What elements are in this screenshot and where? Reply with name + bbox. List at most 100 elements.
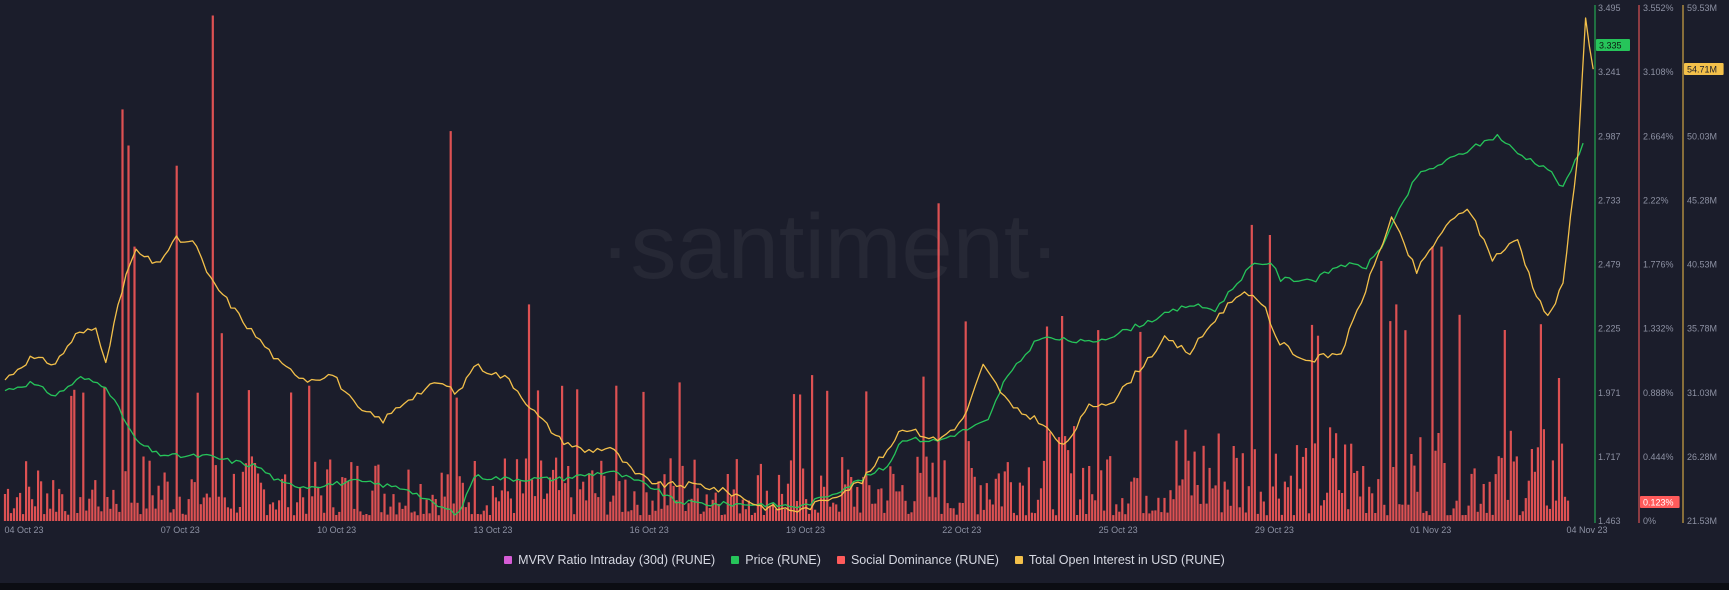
social-dominance-bar	[1443, 463, 1446, 521]
social-dominance-bar	[1473, 468, 1476, 521]
social-dominance-bar	[1163, 497, 1166, 521]
social-dominance-bar	[1428, 515, 1431, 521]
social-dominance-bar	[497, 501, 500, 521]
social-dominance-bar	[877, 489, 880, 521]
social-dominance-bar	[1064, 436, 1067, 521]
social-dominance-bar	[1286, 487, 1289, 521]
social-dominance-bar	[1003, 471, 1006, 521]
legend-item-open-interest[interactable]: Total Open Interest in USD (RUNE)	[1014, 553, 1225, 567]
social-dominance-bar	[67, 514, 70, 521]
social-dominance-bar	[43, 514, 46, 521]
social-dominance-bar	[281, 478, 284, 521]
axis-tick-label-open_interest: 26.28M	[1687, 452, 1717, 462]
social-dominance-bar	[199, 504, 202, 521]
legend-item-mvrv[interactable]: MVRV Ratio Intraday (30d) (RUNE)	[504, 553, 715, 567]
social-dominance-bar	[1527, 480, 1530, 521]
social-dominance-bar	[1256, 513, 1259, 521]
social-dominance-bar	[259, 482, 263, 521]
social-dominance-bar	[1440, 246, 1443, 521]
axis-tick-label-social_dominance: 0%	[1643, 516, 1656, 526]
social-dominance-bar	[609, 501, 612, 521]
social-dominance-bar	[660, 508, 663, 521]
social-dominance-bar	[160, 499, 163, 521]
social-dominance-bar	[895, 491, 898, 521]
social-dominance-bar	[1235, 457, 1238, 521]
social-dominance-bar	[1166, 512, 1169, 521]
social-dominance-bar	[892, 473, 895, 521]
x-tick-label: 04 Nov 23	[1566, 525, 1607, 535]
social-dominance-bar	[220, 333, 223, 521]
social-dominance-bar	[1039, 488, 1043, 521]
social-dominance-bar	[1175, 440, 1178, 521]
social-dominance-bar	[1425, 511, 1428, 521]
social-dominance-bar	[1208, 467, 1211, 521]
social-dominance-bar	[1422, 512, 1425, 521]
social-dominance-bar	[1024, 515, 1027, 521]
social-dominance-bar	[1190, 495, 1193, 521]
social-dominance-bar	[1356, 470, 1359, 521]
social-dominance-bar	[940, 513, 943, 521]
social-dominance-bar	[1307, 513, 1311, 521]
social-dominance-bar	[422, 513, 425, 521]
social-dominance-bar	[22, 514, 25, 521]
social-dominance-bar	[603, 475, 606, 521]
social-dominance-bar	[464, 507, 467, 521]
social-dominance-bar	[717, 503, 720, 521]
social-dominance-bar	[687, 503, 690, 521]
social-dominance-bar	[639, 515, 642, 521]
axis-tick-label-price: 2.479	[1598, 260, 1621, 270]
social-dominance-bar	[756, 475, 759, 521]
social-dominance-bar	[1229, 505, 1232, 521]
social-dominance-bar	[1509, 430, 1512, 521]
social-dominance-bar	[1070, 473, 1073, 521]
social-dominance-bar	[1482, 484, 1485, 521]
open-interest-line	[4, 17, 1594, 513]
social-dominance-bar	[15, 497, 19, 521]
social-dominance-bar	[359, 511, 362, 521]
social-dominance-bar	[172, 509, 175, 521]
social-dominance-bar	[389, 506, 392, 521]
social-dominance-bar	[1226, 489, 1229, 521]
social-dominance-bar	[621, 511, 624, 521]
social-dominance-bar	[332, 507, 335, 521]
social-dominance-bar	[455, 397, 458, 521]
social-dominance-bar	[1341, 493, 1344, 521]
social-dominance-bar	[1265, 515, 1268, 521]
social-dominance-bar	[1187, 460, 1190, 521]
social-dominance-bar	[883, 512, 886, 521]
social-dominance-bar	[287, 507, 290, 521]
social-dominance-bar	[112, 489, 115, 521]
social-dominance-bar	[859, 512, 862, 521]
social-dominance-bar	[1169, 490, 1172, 521]
social-dominance-bar	[1383, 504, 1386, 521]
social-dominance-bar	[262, 489, 266, 521]
axis-tick-label-social_dominance: 2.664%	[1643, 131, 1674, 141]
social-dominance-bar	[184, 514, 187, 521]
social-dominance-bar	[958, 502, 961, 521]
x-tick-label: 29 Oct 23	[1255, 525, 1294, 535]
social-dominance-bar	[193, 482, 196, 521]
legend-item-social-dominance[interactable]: Social Dominance (RUNE)	[836, 553, 999, 567]
social-dominance-bar	[795, 501, 799, 521]
social-dominance-bar	[46, 493, 49, 521]
social-dominance-bar	[1220, 512, 1223, 521]
social-dominance-bar	[702, 511, 705, 521]
social-dominance-bar	[118, 511, 121, 521]
social-dominance-bar	[299, 487, 302, 521]
social-dominance-current-badge-bg	[1640, 496, 1680, 508]
social-dominance-bar	[311, 496, 314, 521]
social-dominance-bar	[1142, 513, 1145, 521]
social-dominance-current-badge: 0.123%	[1643, 498, 1674, 508]
social-dominance-bar	[1389, 321, 1392, 521]
social-dominance-bar	[1326, 492, 1329, 521]
social-dominance-bar	[40, 481, 43, 521]
social-dominance-bar	[994, 478, 997, 521]
social-dominance-bar	[413, 511, 416, 521]
social-dominance-bar	[488, 515, 491, 521]
social-dominance-bar	[91, 489, 94, 521]
social-dominance-bar	[546, 493, 549, 521]
legend-item-price[interactable]: Price (RUNE)	[731, 553, 821, 567]
social-dominance-bar	[561, 385, 564, 521]
social-dominance-bar	[868, 485, 871, 521]
social-dominance-bar	[780, 493, 784, 521]
